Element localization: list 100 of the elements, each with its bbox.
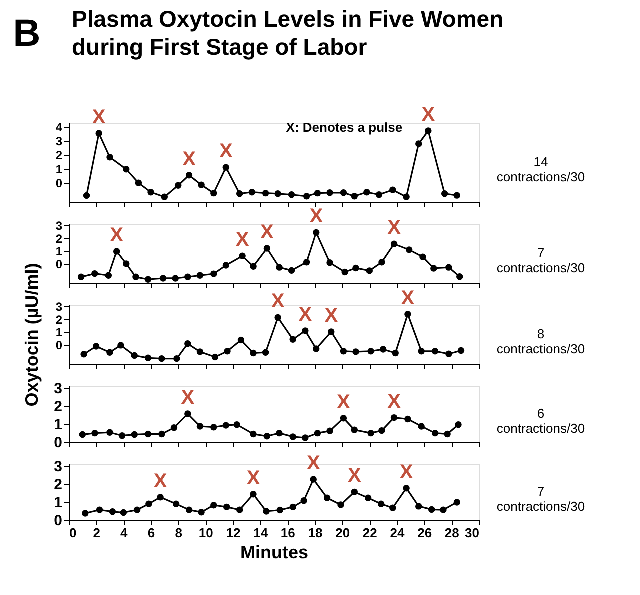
text: 7 contractions/30 [496,484,586,514]
annotation: X [182,148,197,170]
point [288,192,296,198]
point [106,429,114,436]
point [172,500,180,508]
point [430,265,438,272]
point [302,328,309,334]
point [454,192,460,199]
annotation: X [110,224,124,246]
point [313,229,320,236]
point [263,508,270,515]
point [274,314,282,322]
point [378,427,386,434]
point [351,426,358,434]
point [262,349,270,356]
point [324,494,331,502]
point [78,274,85,281]
point [418,348,425,355]
x-tick-label: 24 [390,526,406,540]
point [250,263,257,270]
x-tick-label: 2 [93,526,100,540]
point [392,350,399,357]
point [441,190,448,198]
point [368,348,374,355]
point [364,494,372,502]
point [118,342,124,349]
point [158,355,166,362]
point [352,348,360,356]
point [406,246,413,254]
point [340,190,348,196]
point [239,252,246,260]
point [113,248,120,255]
x-tick-label: 28 [444,526,460,540]
x-tick-label: 18 [308,526,323,540]
x-tick-label: 10 [198,526,214,540]
point [157,494,164,501]
point [132,274,140,281]
point [144,276,152,283]
point [196,423,204,430]
y-tick-label: 1 [54,416,62,434]
point [444,430,451,438]
point [250,350,257,357]
point [290,434,296,440]
point [131,352,138,360]
point [352,264,360,272]
annotation: X [388,390,402,413]
y-tick-label: 0 [56,176,63,191]
annotation: X [310,206,324,228]
point [326,190,334,196]
point [161,194,168,200]
point [174,355,180,362]
point [338,502,344,508]
point [82,510,89,517]
point [196,272,204,279]
point [160,275,167,282]
y-tick-label: 4 [56,120,63,135]
y-tick-label: 2 [56,148,63,163]
point [326,260,334,266]
point [328,328,335,336]
x-tick-label: 26 [418,526,432,540]
x-axis-title: Minutes [240,542,309,562]
point [276,264,283,271]
point [313,346,320,352]
point [302,434,309,442]
point [186,172,193,179]
point [146,500,152,508]
point [276,506,284,514]
annotation: X [92,106,106,128]
point [123,166,130,173]
point [446,264,452,271]
point [425,128,432,134]
point [223,504,230,511]
annotation: X [388,217,402,240]
point [144,430,152,438]
point [212,354,219,361]
point [118,432,126,440]
text: 7 contractions/30 [496,246,586,276]
point [236,190,244,198]
annotation: X: Denotes a pulse [286,120,403,135]
point [96,506,104,514]
point [210,424,218,431]
y-tick-label: 0 [54,512,62,530]
point [376,192,383,198]
point [454,499,460,506]
point [105,272,112,279]
point [210,502,218,509]
point [236,506,244,514]
point [390,186,396,194]
point [222,262,230,269]
point [340,348,348,355]
point [326,428,334,435]
point [96,130,102,137]
point [92,343,100,350]
point [174,182,182,189]
point [248,189,256,196]
point [364,189,370,196]
y-tick-label: 0 [54,434,62,452]
point [288,267,296,274]
point [222,422,230,429]
y-tick-label: 2 [56,232,63,246]
